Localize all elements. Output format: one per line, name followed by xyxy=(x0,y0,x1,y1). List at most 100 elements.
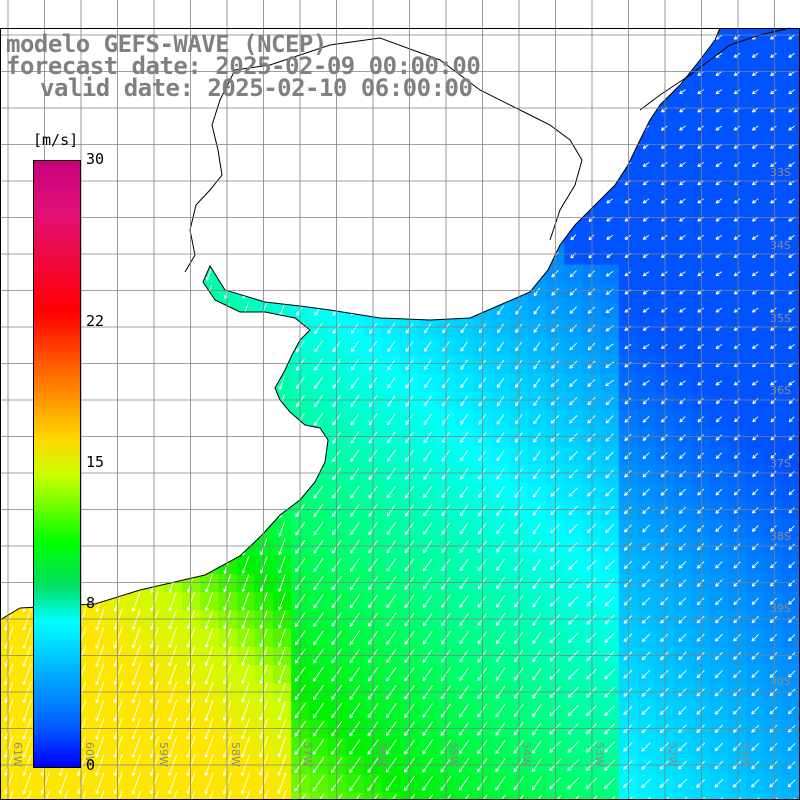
wind-arrow xyxy=(567,777,580,790)
wind-arrow xyxy=(40,772,50,795)
wind-arrow xyxy=(679,434,686,441)
wind-arrow xyxy=(788,198,795,204)
wind-arrow xyxy=(278,556,286,574)
lon-label: 53W xyxy=(593,742,606,767)
wind-arrow xyxy=(623,633,633,643)
wind-arrow xyxy=(586,541,597,552)
colorbar-tick-label: 22 xyxy=(86,311,105,330)
wind-arrow xyxy=(314,340,323,353)
wind-arrow xyxy=(585,741,598,753)
wind-arrow xyxy=(277,664,286,684)
wind-arrow xyxy=(641,706,651,716)
wind-arrow xyxy=(604,560,615,570)
wind-arrow xyxy=(587,342,596,351)
wind-arrow xyxy=(497,305,504,315)
wind-arrow xyxy=(715,434,722,441)
wind-cell xyxy=(691,792,711,800)
wind-arrow xyxy=(788,52,795,58)
wind-arrow xyxy=(660,524,669,533)
lon-label: 61W xyxy=(11,742,24,767)
wind-arrow xyxy=(715,488,723,496)
wind-arrow xyxy=(186,699,196,722)
wind-arrow xyxy=(350,485,360,499)
wind-arrow xyxy=(422,793,434,800)
wind-arrow xyxy=(570,234,577,241)
wind-arrow xyxy=(586,505,597,515)
wind-arrow xyxy=(204,699,214,722)
wind-arrow xyxy=(659,778,669,788)
wind-arrow xyxy=(423,413,432,426)
wind-arrow xyxy=(568,451,578,461)
wind-arrow xyxy=(733,615,741,624)
wind-arrow xyxy=(205,266,213,281)
wind-arrow xyxy=(149,699,160,722)
wind-arrow xyxy=(678,633,687,642)
lat-label: 35S xyxy=(770,312,791,325)
wind-arrow xyxy=(714,797,724,800)
wind-arrow xyxy=(386,558,397,572)
wind-arrow xyxy=(149,772,160,795)
wind-arrow xyxy=(131,772,141,795)
wind-arrow xyxy=(770,71,777,77)
wind-arrow xyxy=(751,71,759,77)
wind-arrow xyxy=(788,507,795,514)
wind-arrow xyxy=(641,742,651,752)
wind-arrow xyxy=(642,307,650,313)
wind-arrow xyxy=(313,395,323,408)
wind-arrow xyxy=(150,645,159,667)
wind-arrow xyxy=(679,271,686,277)
wind-arrow xyxy=(714,706,724,715)
wind-arrow xyxy=(678,542,687,551)
wind-arrow xyxy=(277,790,287,800)
lon-label: 59W xyxy=(157,742,170,767)
wind-arrow xyxy=(623,506,632,515)
wind-arrow xyxy=(386,485,396,499)
wind-arrow xyxy=(715,271,723,277)
wind-arrow xyxy=(752,398,759,405)
wind-arrow xyxy=(58,790,69,800)
wind-arrow xyxy=(204,772,214,795)
wind-arrow xyxy=(660,198,668,204)
wind-arrow xyxy=(624,470,632,478)
wind-arrow xyxy=(751,52,759,58)
wind-arrow xyxy=(733,488,741,496)
wind-arrow xyxy=(533,414,541,425)
wind-arrow xyxy=(697,524,705,533)
wind-arrow xyxy=(222,700,232,722)
wind-arrow xyxy=(586,487,596,497)
wind-arrow xyxy=(495,595,506,608)
wind-arrow xyxy=(585,795,598,800)
wind-arrow xyxy=(734,398,740,405)
wind-cell xyxy=(709,792,729,800)
wind-cell xyxy=(72,792,92,800)
wind-arrow xyxy=(605,433,614,442)
wind-arrow xyxy=(696,597,705,606)
wind-arrow xyxy=(460,341,468,352)
lon-label: 56W xyxy=(375,742,388,767)
wind-arrow xyxy=(241,628,250,648)
wind-arrow xyxy=(752,434,759,441)
wind-arrow xyxy=(22,790,32,800)
wind-arrow xyxy=(642,506,650,515)
wind-arrow xyxy=(313,557,324,573)
wind-arrow xyxy=(769,652,778,660)
wind-arrow xyxy=(495,649,506,663)
wind-arrow xyxy=(58,772,69,795)
wind-arrow xyxy=(277,628,286,648)
wind-arrow xyxy=(222,790,232,800)
wind-arrow xyxy=(149,736,160,758)
colorbar-tick-label: 15 xyxy=(86,453,105,471)
valid-date: valid date: 2025-02-10 06:00:00 xyxy=(40,74,473,102)
wind-arrow xyxy=(278,574,286,592)
wind-arrow xyxy=(312,702,325,719)
wind-cell xyxy=(91,792,110,800)
wind-arrow xyxy=(386,666,397,682)
wind-arrow xyxy=(697,271,704,277)
wind-arrow xyxy=(585,704,598,717)
wind-arrow xyxy=(642,524,650,533)
wind-arrow xyxy=(350,431,360,444)
wind-arrow xyxy=(678,669,687,679)
wind-arrow xyxy=(586,650,597,662)
wind-arrow xyxy=(532,703,542,718)
wind-arrow xyxy=(313,630,324,646)
